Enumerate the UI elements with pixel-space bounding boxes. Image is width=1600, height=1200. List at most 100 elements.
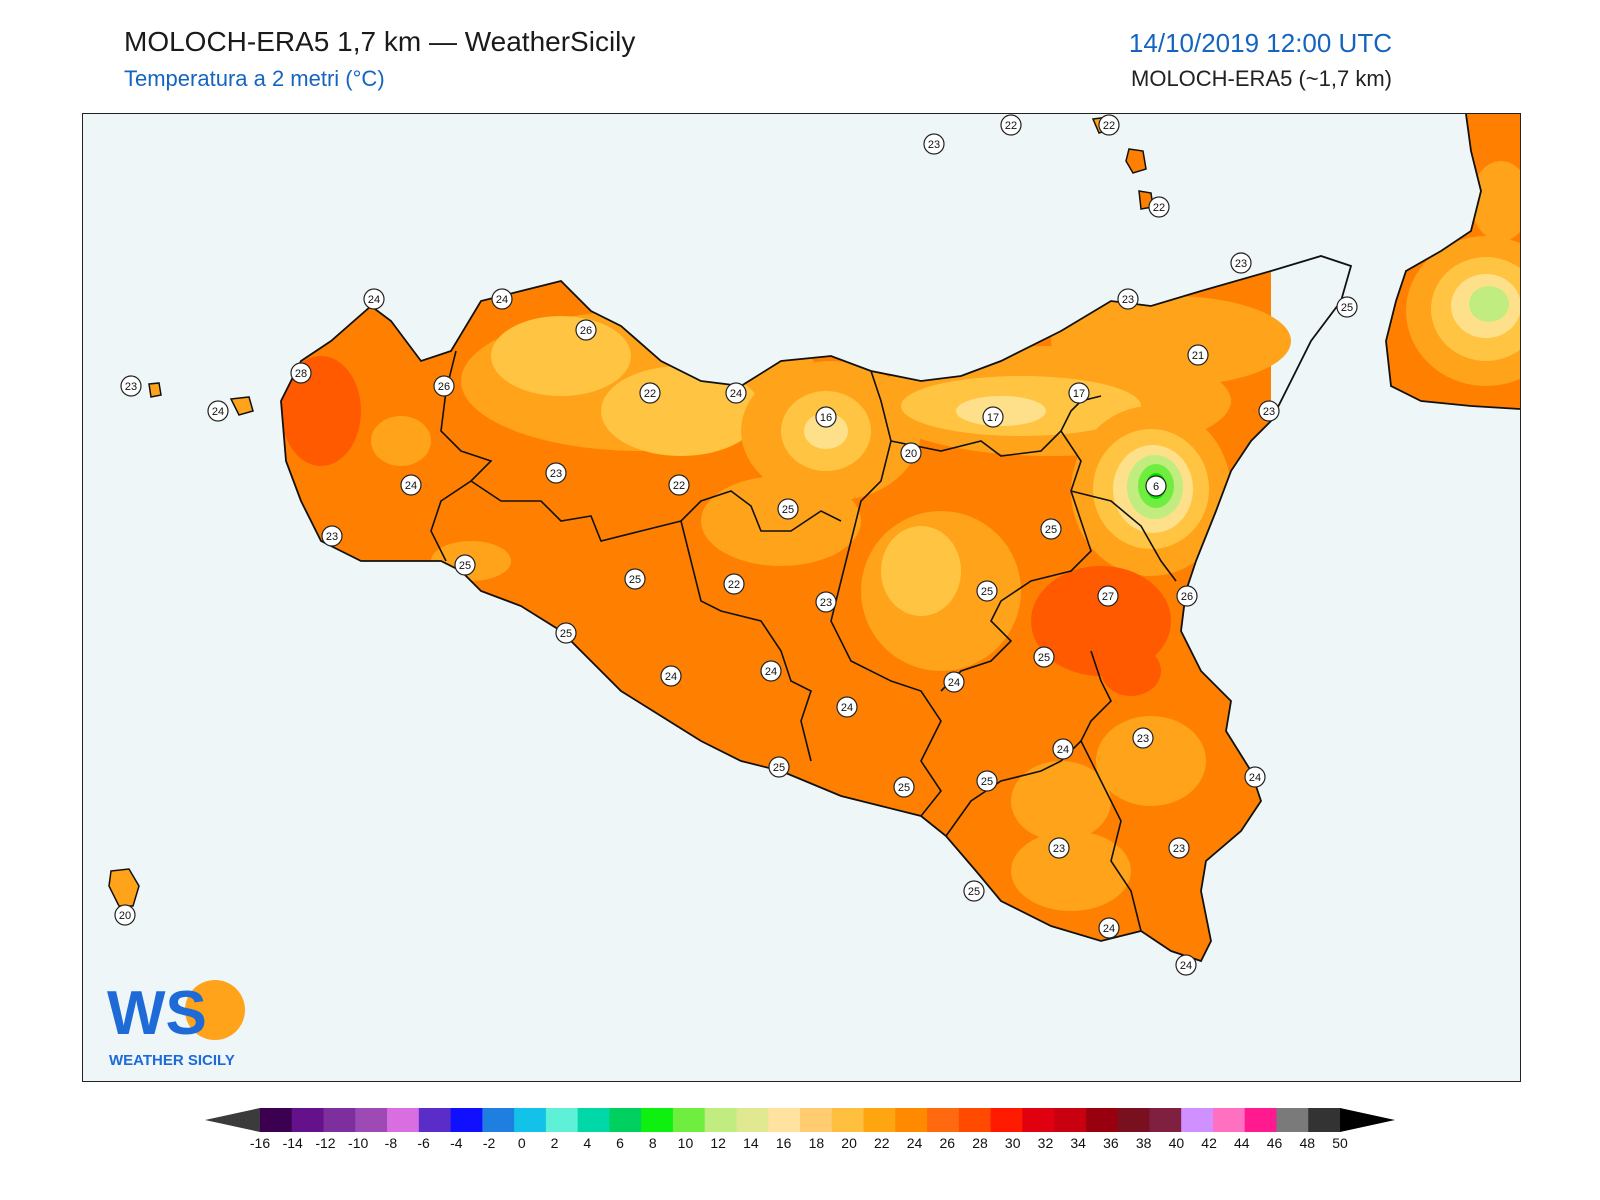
station-marker[interactable]: 24: [660, 665, 682, 687]
colorbar-tick-label: -6: [417, 1135, 430, 1151]
station-marker[interactable]: 24: [1098, 917, 1120, 939]
colorbar-tick-label: 28: [972, 1135, 988, 1151]
station-marker[interactable]: 21: [1187, 344, 1209, 366]
station-marker[interactable]: 24: [207, 400, 229, 422]
station-marker[interactable]: 23: [1230, 252, 1252, 274]
colorbar-tick-label: 44: [1234, 1135, 1250, 1151]
station-value: 25: [1038, 652, 1050, 664]
colorbar-segment: [1276, 1108, 1309, 1132]
colorbar-segment: [577, 1108, 610, 1132]
station-marker[interactable]: 23: [923, 133, 945, 155]
colorbar-tick-label: -8: [384, 1135, 398, 1151]
station-marker[interactable]: 24: [725, 382, 747, 404]
map-title: MOLOCH-ERA5 1,7 km — WeatherSicily: [124, 26, 636, 57]
station-marker[interactable]: 25: [1336, 296, 1358, 318]
station-value: 22: [673, 480, 685, 492]
station-marker[interactable]: 17: [982, 406, 1004, 428]
island-lipari: [1125, 148, 1147, 174]
station-marker[interactable]: 24: [836, 696, 858, 718]
station-marker[interactable]: 24: [363, 288, 385, 310]
station-marker[interactable]: 22: [1148, 196, 1170, 218]
colorbar-segment: [1181, 1108, 1214, 1132]
station-marker[interactable]: 25: [976, 580, 998, 602]
station-marker[interactable]: 24: [1244, 766, 1266, 788]
station-marker[interactable]: 26: [433, 375, 455, 397]
station-marker[interactable]: 24: [491, 288, 513, 310]
station-marker[interactable]: 22: [1000, 114, 1022, 136]
station-value: 24: [212, 406, 224, 418]
station-marker[interactable]: 20: [114, 904, 136, 926]
colorbar-segment: [323, 1108, 356, 1132]
station-marker[interactable]: 25: [893, 776, 915, 798]
station-value: 25: [560, 628, 572, 640]
calabria-temperature-field: [1386, 114, 1520, 409]
station-marker[interactable]: 23: [120, 375, 142, 397]
colorbar-segment: [291, 1108, 325, 1132]
island-marettimo: [148, 382, 162, 398]
station-marker[interactable]: 22: [639, 382, 661, 404]
station-marker[interactable]: 22: [723, 573, 745, 595]
station-marker[interactable]: 25: [777, 498, 799, 520]
station-marker[interactable]: 23: [1048, 837, 1070, 859]
station-marker[interactable]: 25: [1040, 518, 1062, 540]
colorbar-tick-label: -4: [450, 1135, 463, 1151]
station-marker[interactable]: 25: [1033, 646, 1055, 668]
station-marker[interactable]: 24: [1052, 738, 1074, 760]
station-marker[interactable]: 16: [815, 406, 837, 428]
station-value: 22: [1103, 120, 1115, 132]
station-marker[interactable]: 25: [555, 622, 577, 644]
temperature-colorbar: [205, 1108, 1395, 1132]
station-marker[interactable]: 24: [400, 474, 422, 496]
station-value: 26: [1181, 591, 1193, 603]
station-value: 25: [968, 886, 980, 898]
station-marker[interactable]: 6: [1145, 475, 1167, 497]
model-label: MOLOCH-ERA5 (~1,7 km): [1131, 66, 1392, 91]
station-value: 17: [987, 412, 999, 424]
sun-icon: [185, 980, 245, 1040]
station-marker[interactable]: 26: [575, 319, 597, 341]
station-value: 24: [368, 294, 380, 306]
colorbar-max-arrow: [1340, 1108, 1395, 1132]
colorbar-segment: [863, 1108, 896, 1132]
logo-text: WEATHER SICILY: [109, 1052, 235, 1069]
station-value: 25: [898, 782, 910, 794]
station-value: 25: [773, 762, 785, 774]
colorbar-tick-label: -14: [282, 1135, 303, 1151]
logo-initials: WS: [107, 979, 207, 1048]
colorbar-tick-label: 20: [841, 1135, 857, 1151]
station-marker[interactable]: 25: [976, 770, 998, 792]
station-marker[interactable]: 22: [1098, 114, 1120, 136]
station-marker[interactable]: 20: [900, 442, 922, 464]
station-marker[interactable]: 25: [963, 880, 985, 902]
station-marker[interactable]: 22: [668, 474, 690, 496]
calabria-coastline: [1385, 114, 1520, 410]
station-marker[interactable]: 23: [1168, 837, 1190, 859]
colorbar-min-arrow: [205, 1108, 260, 1132]
station-marker[interactable]: 24: [943, 671, 965, 693]
station-marker[interactable]: 17: [1068, 382, 1090, 404]
colorbar-tick-label: -16: [249, 1135, 271, 1151]
station-marker[interactable]: 23: [1258, 400, 1280, 422]
station-marker[interactable]: 25: [624, 568, 646, 590]
station-value: 23: [1137, 733, 1149, 745]
station-marker[interactable]: 25: [454, 554, 476, 576]
station-marker[interactable]: 23: [321, 525, 343, 547]
station-marker[interactable]: 28: [290, 362, 312, 384]
map-frame[interactable]: 23 22 22 23 23 22 25 24 24 23 24 26 28 26 22 24 16 17 21 17…: [82, 113, 1521, 1082]
colorbar-tick-label: 18: [808, 1135, 825, 1151]
station-marker[interactable]: 24: [1175, 954, 1197, 976]
station-marker[interactable]: 23: [1117, 288, 1139, 310]
colorbar-tick-label: 40: [1168, 1135, 1185, 1151]
station-marker[interactable]: 23: [1132, 727, 1154, 749]
colorbar-tick-label: 0: [517, 1135, 526, 1151]
station-marker[interactable]: 27: [1097, 585, 1119, 607]
station-marker[interactable]: 24: [760, 660, 782, 682]
station-marker[interactable]: 25: [768, 756, 790, 778]
colorbar-segment: [1022, 1108, 1055, 1132]
station-value: 24: [765, 666, 777, 678]
station-marker[interactable]: 23: [545, 462, 567, 484]
station-marker[interactable]: 26: [1176, 585, 1198, 607]
island-pantelleria: [108, 868, 140, 907]
station-marker[interactable]: 23: [815, 591, 837, 613]
map-subtitle: Temperatura a 2 metri (°C): [124, 66, 385, 91]
